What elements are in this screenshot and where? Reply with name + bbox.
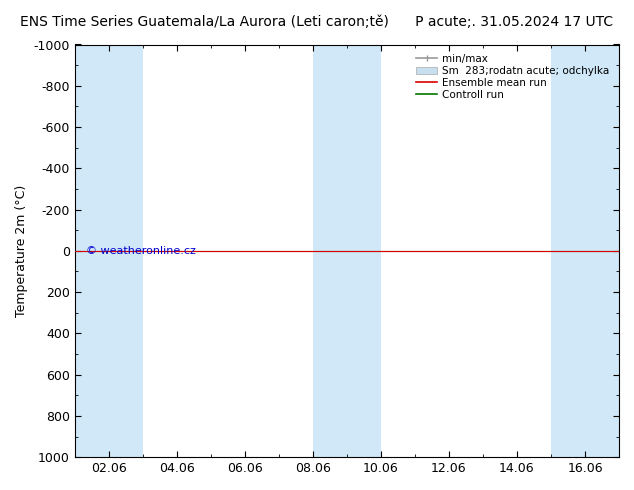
- Bar: [313, 45, 381, 457]
- Bar: [75, 45, 143, 457]
- Text: ENS Time Series Guatemala/La Aurora (Leti caron;tě)      P acute;. 31.05.2024 17: ENS Time Series Guatemala/La Aurora (Let…: [20, 15, 614, 29]
- Text: © weatheronline.cz: © weatheronline.cz: [86, 246, 195, 256]
- Y-axis label: Temperature 2m (°C): Temperature 2m (°C): [15, 185, 28, 317]
- Bar: [551, 45, 619, 457]
- Legend: min/max, Sm  283;rodatn acute; odchylka, Ensemble mean run, Controll run: min/max, Sm 283;rodatn acute; odchylka, …: [412, 49, 614, 104]
